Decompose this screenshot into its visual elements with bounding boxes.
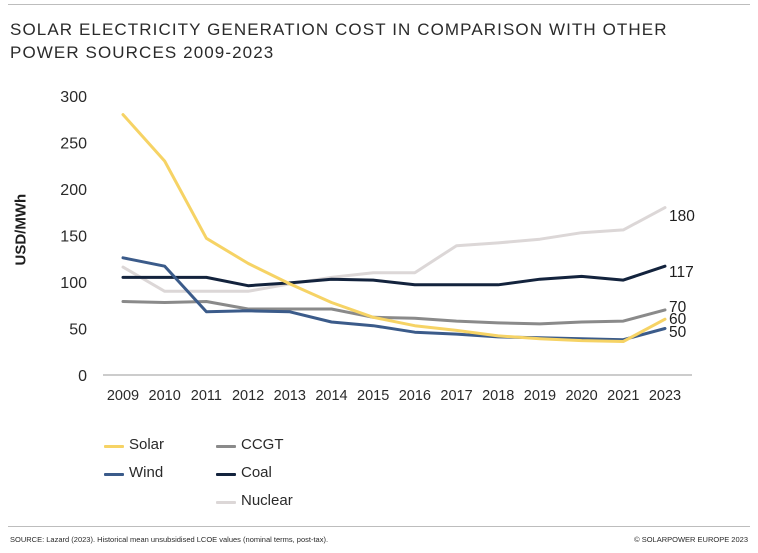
- x-tick-2021: 2021: [607, 388, 639, 404]
- end-label-coal: 117: [669, 264, 694, 281]
- series-line-coal: [121, 264, 667, 288]
- x-tick-2011: 2011: [191, 388, 222, 404]
- top-rule: [8, 4, 750, 5]
- series-lines: [121, 113, 667, 343]
- x-tick-2014: 2014: [315, 388, 347, 404]
- legend-label-wind: Wind: [129, 464, 164, 481]
- series-line-ccgt: [121, 300, 667, 326]
- legend-item-ccgt: CCGT: [216, 436, 356, 456]
- y-tick-250: 250: [60, 136, 87, 153]
- end-label-ccgt: 70: [669, 299, 687, 316]
- x-tick-2017: 2017: [440, 388, 472, 404]
- legend-item-coal: Coal: [216, 464, 356, 484]
- legend-item-wind: Wind: [104, 464, 244, 484]
- source-note: SOURCE: Lazard (2023). Historical mean u…: [10, 535, 329, 544]
- legend-item-solar: Solar: [104, 436, 244, 456]
- x-tick-2013: 2013: [274, 388, 306, 404]
- end-label-solar: 60: [669, 311, 687, 328]
- series-line-nuclear: [121, 206, 667, 293]
- x-tick-2016: 2016: [399, 388, 431, 404]
- y-tick-300: 300: [60, 89, 87, 106]
- legend-swatch-wind: [104, 473, 124, 476]
- x-tick-2019: 2019: [524, 388, 556, 404]
- legend-swatch-coal: [216, 473, 236, 476]
- end-label-nuclear: 180: [669, 208, 695, 225]
- end-label-wind: 50: [669, 324, 687, 341]
- y-tick-100: 100: [60, 275, 87, 292]
- x-tick-2023: 2023: [649, 388, 681, 404]
- x-tick-2009: 2009: [107, 388, 139, 404]
- chart-title: SOLAR ELECTRICITY GENERATION COST IN COM…: [10, 20, 668, 62]
- legend-label-nuclear: Nuclear: [241, 492, 293, 509]
- y-tick-150: 150: [60, 229, 87, 246]
- legend-label-coal: Coal: [241, 464, 272, 481]
- series-line-solar: [121, 113, 667, 343]
- legend-swatch-solar: [104, 445, 124, 448]
- y-tick-200: 200: [60, 182, 87, 199]
- bottom-rule: [8, 526, 750, 527]
- x-tick-2020: 2020: [565, 388, 597, 404]
- legend-swatch-ccgt: [216, 445, 236, 448]
- legend-label-solar: Solar: [129, 436, 165, 453]
- x-tick-labels: 2009 2010 2011 2012 2013 2014 2015 2016 2017 2018…: [107, 388, 681, 404]
- legend-item-nuclear: Nuclear: [216, 492, 356, 512]
- x-tick-2010: 2010: [149, 388, 181, 404]
- x-tick-2015: 2015: [357, 388, 389, 404]
- series-line-wind: [121, 256, 667, 342]
- copyright: © SOLARPOWER EUROPE 2023: [634, 535, 748, 544]
- y-tick-labels: 0 50 100 150 200 250 300: [60, 89, 87, 385]
- x-tick-2012: 2012: [232, 388, 264, 404]
- x-tick-2018: 2018: [482, 388, 514, 404]
- legend-swatch-nuclear: [216, 501, 236, 504]
- y-tick-0: 0: [78, 368, 87, 385]
- y-tick-50: 50: [69, 322, 87, 339]
- legend-label-ccgt: CCGT: [241, 436, 284, 453]
